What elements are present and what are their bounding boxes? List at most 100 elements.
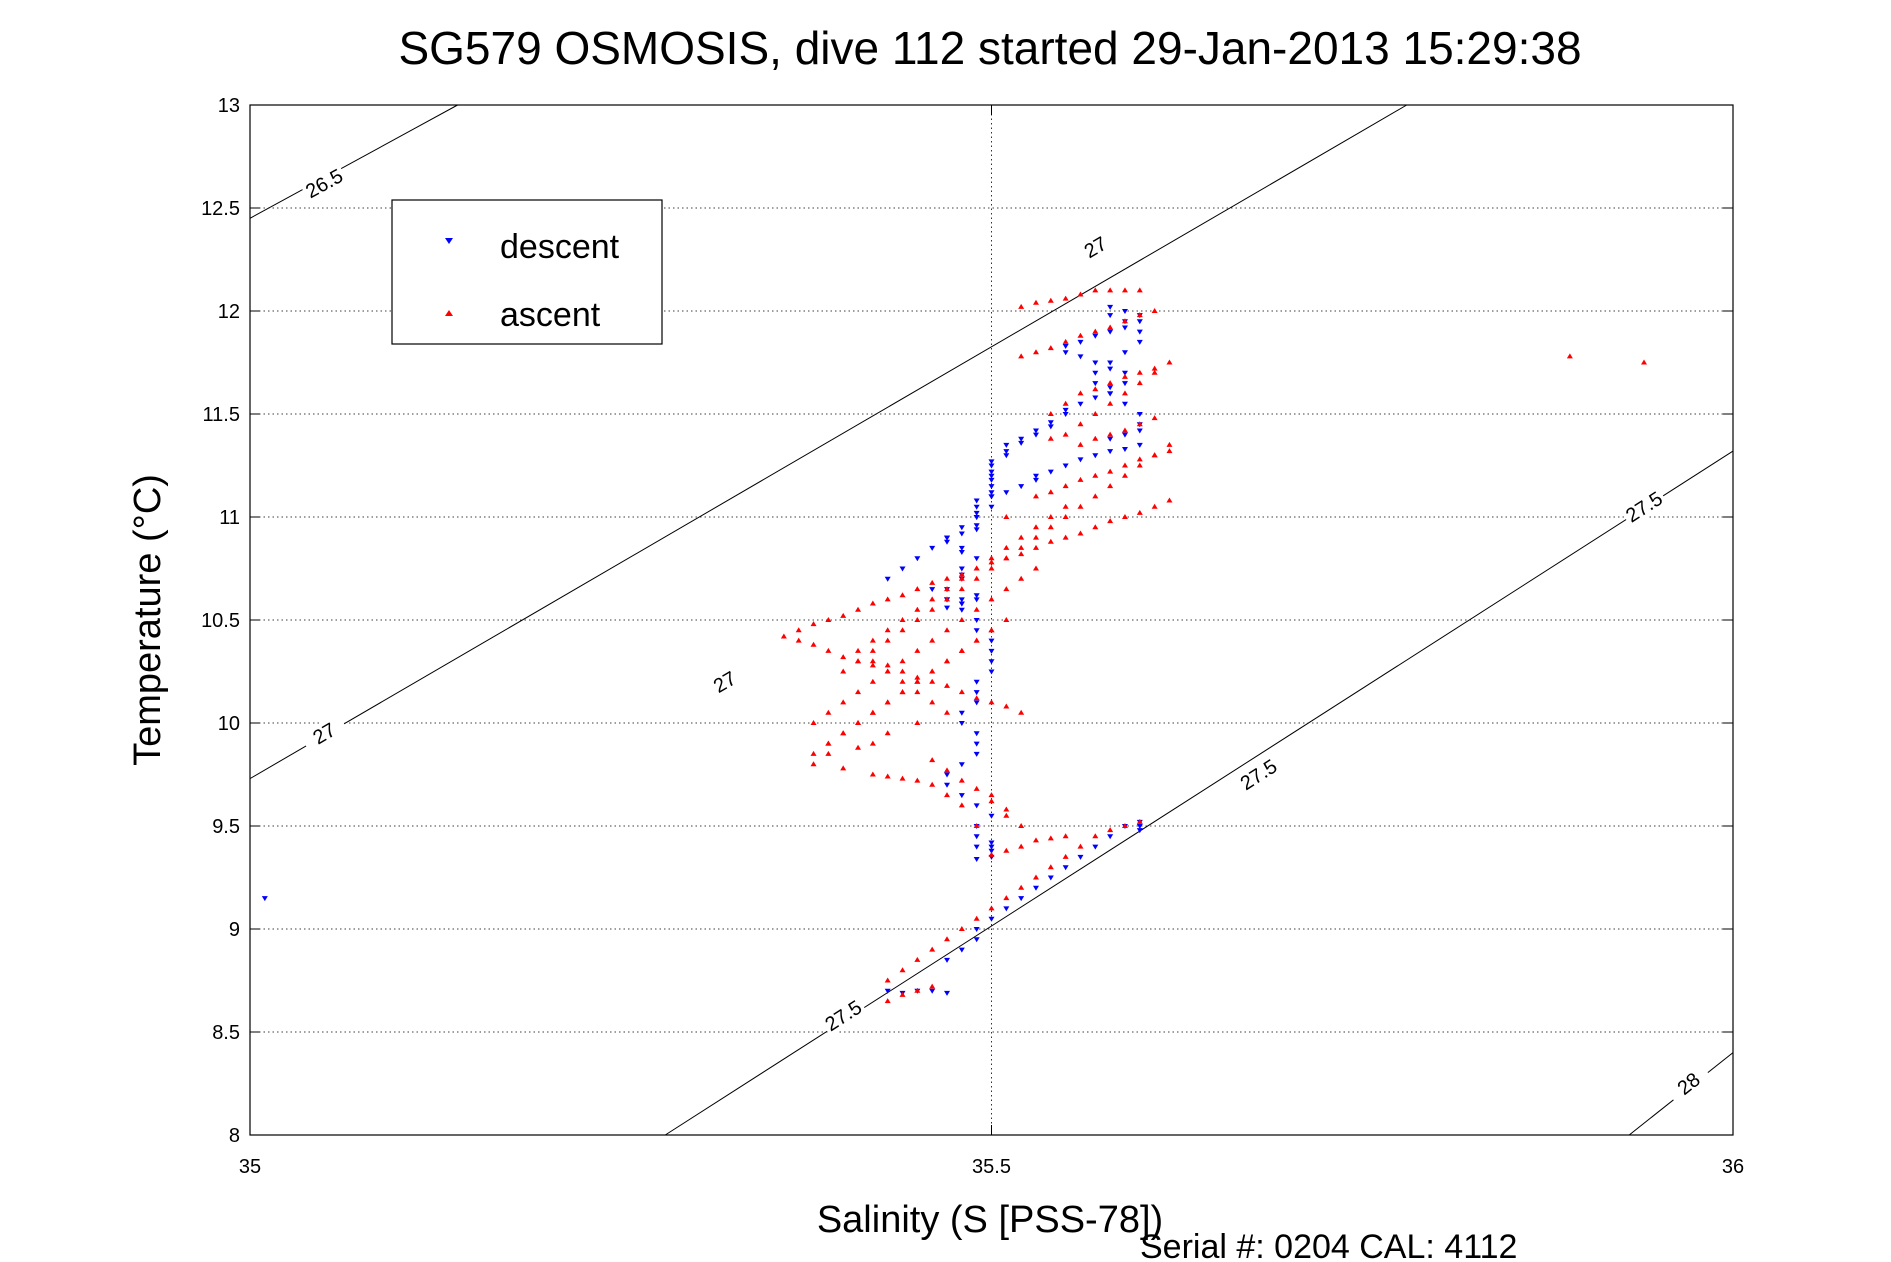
ascent-point xyxy=(1121,373,1128,379)
grid-lines xyxy=(250,105,1733,1135)
descent-point xyxy=(958,597,965,603)
ascent-series xyxy=(780,287,1648,1004)
descent-point xyxy=(973,593,980,599)
ascent-point xyxy=(1032,493,1039,499)
ascent-point xyxy=(1151,308,1158,313)
ascent-point xyxy=(1018,551,1025,557)
descent-point xyxy=(1107,313,1114,319)
ascent-point xyxy=(855,647,862,653)
ascent-point xyxy=(1077,390,1084,396)
ascent-point xyxy=(1047,524,1054,530)
descent-point xyxy=(884,988,891,994)
y-tick-label: 12 xyxy=(218,301,240,323)
descent-point xyxy=(988,638,995,644)
descent-point xyxy=(261,896,268,902)
descent-point xyxy=(1107,366,1114,372)
ascent-point xyxy=(1032,349,1039,355)
ascent-point xyxy=(840,612,847,618)
ascent-point xyxy=(1047,345,1054,351)
ascent-point xyxy=(1003,617,1010,622)
ascent-point xyxy=(1003,555,1010,561)
descent-point xyxy=(1121,325,1128,331)
ascent-point xyxy=(1136,509,1143,515)
ascent-point xyxy=(929,596,936,602)
ascent-point xyxy=(1077,843,1084,849)
ascent-point xyxy=(1136,421,1143,427)
ascent-point xyxy=(1062,514,1069,519)
ascent-point xyxy=(973,823,980,828)
ascent-point xyxy=(825,617,832,622)
descent-point xyxy=(973,556,980,562)
descent-point xyxy=(958,710,965,716)
descent-point xyxy=(944,782,951,788)
ascent-point xyxy=(780,633,787,639)
x-tick-label: 36 xyxy=(1722,1156,1744,1178)
ascent-point xyxy=(1047,297,1054,303)
ascent-point xyxy=(1166,359,1173,365)
descent-point xyxy=(1047,875,1054,881)
descent-point xyxy=(958,607,965,613)
isopycnal-label-mask xyxy=(1619,485,1669,528)
ascent-point xyxy=(1062,534,1069,540)
ascent-point xyxy=(810,641,817,647)
ascent-point xyxy=(973,565,980,571)
descent-point xyxy=(1107,391,1114,397)
descent-point xyxy=(973,731,980,737)
ascent-point xyxy=(899,678,906,684)
ascent-point xyxy=(1003,586,1010,592)
ascent-point xyxy=(899,627,906,633)
ascent-point xyxy=(929,579,936,585)
ascent-point xyxy=(914,586,921,592)
descent-point xyxy=(988,844,995,850)
descent-point xyxy=(1077,401,1084,407)
descent-point xyxy=(973,741,980,747)
descent-point xyxy=(929,988,936,994)
ascent-point xyxy=(855,606,862,612)
ascent-point xyxy=(1018,544,1025,550)
descent-point xyxy=(973,628,980,634)
ascent-point xyxy=(944,658,951,664)
descent-point xyxy=(988,490,995,496)
ascent-point xyxy=(1018,843,1025,849)
ascent-point xyxy=(1566,353,1573,359)
descent-point xyxy=(929,587,936,593)
legend-descent-marker xyxy=(445,238,453,244)
ascent-point xyxy=(1062,400,1069,406)
descent-point xyxy=(1121,401,1128,407)
y-tick-label: 11.5 xyxy=(203,404,240,426)
descent-point xyxy=(988,669,995,675)
ascent-point xyxy=(1151,369,1158,375)
ascent-point xyxy=(988,555,995,561)
ascent-point xyxy=(1018,884,1025,890)
descent-point xyxy=(988,648,995,654)
ascent-point xyxy=(973,915,980,921)
ascent-point xyxy=(1121,318,1128,324)
ascent-point xyxy=(1032,524,1039,530)
descent-point xyxy=(1047,424,1054,430)
legend-ascent-marker xyxy=(445,310,453,316)
ascent-point xyxy=(1107,518,1114,524)
y-tick-label: 10 xyxy=(218,713,240,735)
ascent-point xyxy=(869,658,876,664)
ascent-point xyxy=(1107,431,1114,437)
serial-cal-footer: Serial #: 0204 CAL: 4112 xyxy=(1140,1228,1517,1262)
descent-point xyxy=(973,844,980,850)
y-tick-label: 8 xyxy=(229,1125,240,1147)
chart-title: SG579 OSMOSIS, dive 112 started 29-Jan-2… xyxy=(398,22,1581,74)
ascent-point xyxy=(1121,287,1128,293)
ascent-point xyxy=(988,565,995,571)
descent-point xyxy=(1136,428,1143,434)
descent-point xyxy=(973,937,980,943)
ascent-point xyxy=(914,606,921,612)
descent-point xyxy=(1062,344,1069,350)
isopycnal-label-mask xyxy=(299,712,349,754)
descent-point xyxy=(1107,304,1114,310)
ascent-point xyxy=(855,658,862,664)
axis-ticks: 35 35.5 36 8 8.5 9 9.5 10 10.5 11 11.5 12 12.5 13 xyxy=(201,95,1744,1178)
ascent-point xyxy=(795,627,802,633)
ascent-point xyxy=(1092,287,1099,293)
ascent-point xyxy=(810,621,817,627)
y-tick-label: 9 xyxy=(229,919,240,941)
descent-point xyxy=(1032,428,1039,434)
ascent-point xyxy=(899,592,906,598)
